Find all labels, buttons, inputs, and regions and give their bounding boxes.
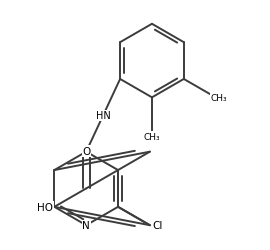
Text: CH₃: CH₃ bbox=[144, 132, 160, 141]
Text: N: N bbox=[82, 220, 90, 230]
Text: HO: HO bbox=[37, 202, 53, 212]
Text: HN: HN bbox=[96, 111, 110, 121]
Text: CH₃: CH₃ bbox=[210, 94, 227, 102]
Text: Cl: Cl bbox=[153, 220, 163, 230]
Text: O: O bbox=[82, 146, 90, 156]
